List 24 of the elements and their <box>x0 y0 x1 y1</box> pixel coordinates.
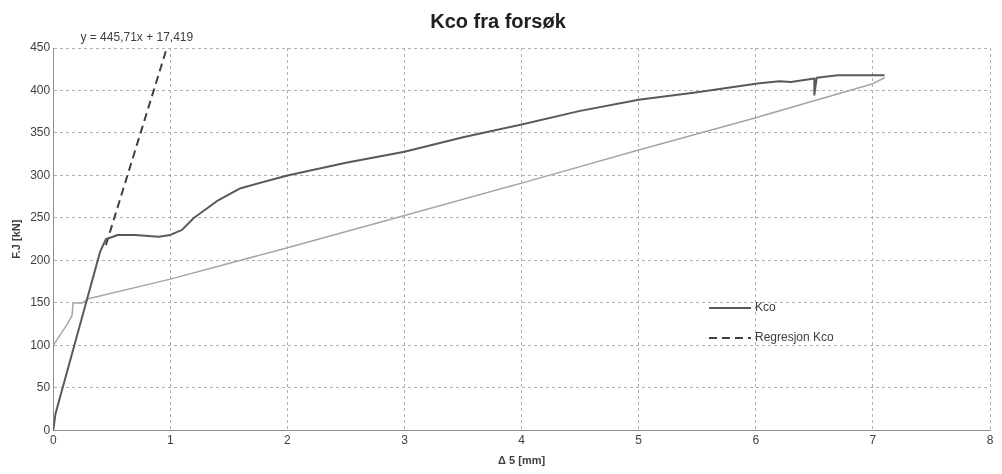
legend-label: Regresjon Kco <box>754 330 834 345</box>
y-tick-label: 150 <box>30 295 51 310</box>
y-tick-label: 400 <box>30 82 51 97</box>
y-tick-label: 300 <box>30 167 51 182</box>
x-tick-label: 1 <box>166 432 174 447</box>
y-tick-label: 450 <box>30 40 51 55</box>
y-axis-title: F.J [kN] <box>9 219 22 259</box>
chart-title: Kco fra forsøk <box>430 9 567 32</box>
y-tick-label: 50 <box>36 380 51 395</box>
x-tick-label: 6 <box>752 432 760 447</box>
y-tick-label: 100 <box>30 337 51 352</box>
x-tick-label: 5 <box>635 432 643 447</box>
y-tick-label: 0 <box>43 422 51 437</box>
x-tick-label: 2 <box>284 432 292 447</box>
legend-label: Kco <box>754 300 776 315</box>
annotation: y = 445,71x + 17,419 <box>80 30 194 45</box>
y-tick-label: 200 <box>30 252 51 267</box>
x-tick-label: 4 <box>518 432 526 447</box>
x-tick-label: 8 <box>986 432 994 447</box>
y-tick-label: 350 <box>30 125 51 140</box>
x-tick-label: 3 <box>401 432 409 447</box>
y-tick-label: 250 <box>30 210 51 225</box>
x-axis-title: Δ 5 [mm] <box>498 454 546 467</box>
x-tick-label: 7 <box>869 432 877 447</box>
